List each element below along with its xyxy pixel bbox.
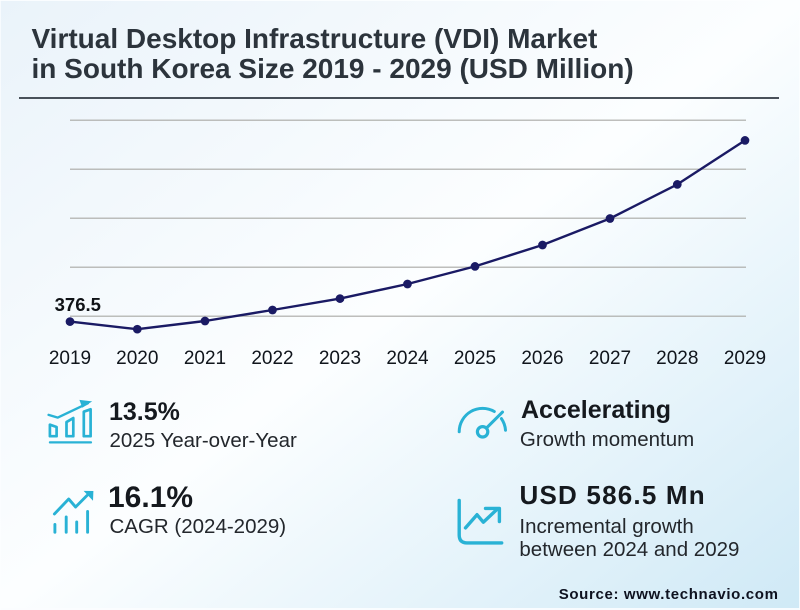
svg-text:376.5: 376.5 <box>55 294 101 315</box>
svg-text:2019: 2019 <box>49 348 91 369</box>
svg-text:2021: 2021 <box>184 348 226 369</box>
svg-text:2025: 2025 <box>454 348 496 369</box>
svg-text:2020: 2020 <box>116 348 158 369</box>
svg-text:2024: 2024 <box>386 348 429 369</box>
svg-text:2023: 2023 <box>319 348 361 369</box>
svg-text:2026: 2026 <box>521 348 563 369</box>
svg-text:2028: 2028 <box>656 348 698 369</box>
svg-text:2027: 2027 <box>589 348 631 369</box>
svg-text:2029: 2029 <box>724 348 766 369</box>
svg-text:2022: 2022 <box>251 348 293 369</box>
